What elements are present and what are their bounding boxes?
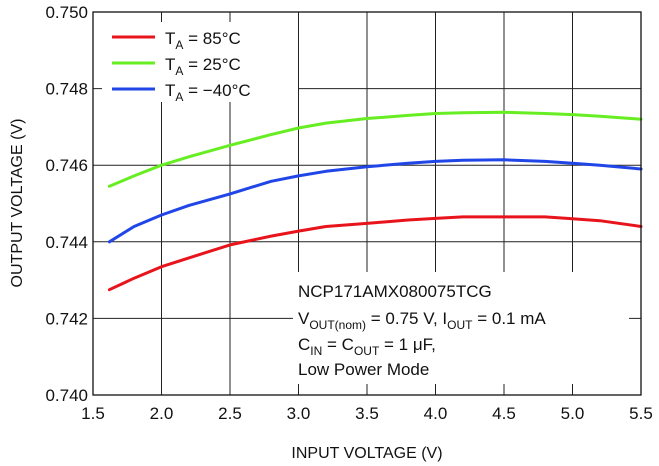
legend-label-minus40c: TA = −40°C (165, 81, 251, 104)
annotation-part-number: NCP171AMX080075TCG (298, 282, 492, 301)
y-tick-label: 0.742 (45, 309, 88, 328)
y-tick-label: 0.746 (45, 156, 88, 175)
y-tick-label: 0.750 (45, 3, 88, 22)
x-axis-title: INPUT VOLTAGE (V) (291, 445, 442, 462)
series-line-85c (107, 215, 643, 292)
tick-labels: 1.5 2.0 2.5 3.0 3.5 4.0 4.5 5.0 5.5 0.740 0.742 0.7… (45, 3, 652, 423)
conditions-annotation: NCP171AMX080075TCG VOUT(nom) = 0.75 V, I… (293, 272, 629, 384)
y-tick-label: 0.744 (45, 233, 88, 252)
x-tick-label: 4.5 (492, 404, 516, 423)
x-tick-label: 5.5 (629, 404, 653, 423)
annotation-mode: Low Power Mode (298, 360, 429, 379)
annotation-capacitance: CIN = COUT = 1 μF, (298, 335, 436, 358)
x-tick-label: 3.0 (287, 404, 311, 423)
annotation-voltage-current: VOUT(nom) = 0.75 V, IOUT = 0.1 mA (298, 309, 546, 332)
series-line-25c (107, 110, 643, 188)
annotation-background (293, 272, 629, 384)
x-tick-label: 2.5 (218, 404, 242, 423)
legend: TA = 85°C TA = 25°C TA = −40°C (102, 22, 298, 104)
x-tick-label: 4.0 (424, 404, 448, 423)
x-tick-label: 2.0 (150, 404, 174, 423)
x-tick-label: 5.0 (561, 404, 585, 423)
y-tick-label: 0.740 (45, 386, 88, 405)
x-tick-label: 3.5 (355, 404, 379, 423)
y-axis-title: OUTPUT VOLTAGE (V) (9, 119, 26, 288)
x-tick-label: 1.5 (81, 404, 105, 423)
series-lines (107, 110, 643, 292)
legend-label-85c: TA = 85°C (165, 29, 241, 52)
legend-label-25c: TA = 25°C (165, 55, 241, 78)
plot-frame (92, 11, 642, 396)
series-line-minus40c (107, 158, 643, 244)
y-tick-label: 0.748 (45, 80, 88, 99)
